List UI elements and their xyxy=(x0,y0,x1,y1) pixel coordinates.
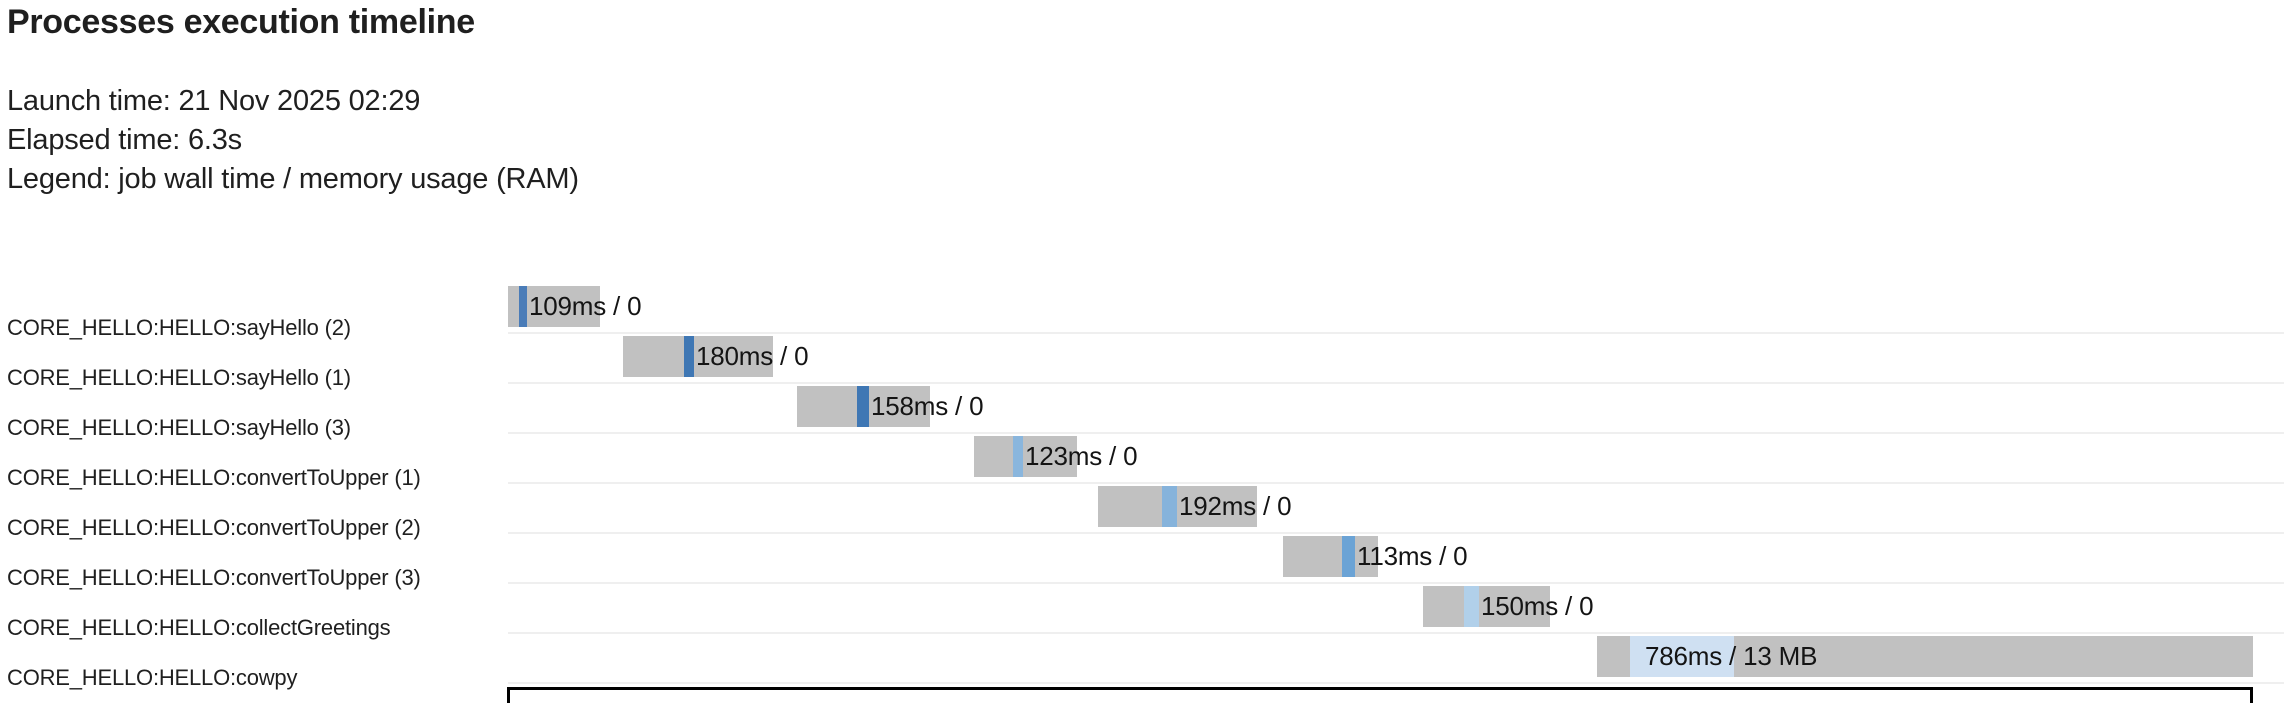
row-separator-line xyxy=(508,382,2284,384)
task-real-time-segment xyxy=(684,336,694,377)
process-row-label: CORE_HELLO:HELLO:convertToUpper (3) xyxy=(7,565,421,590)
process-row-label: CORE_HELLO:HELLO:collectGreetings xyxy=(7,615,391,640)
task-value-label: 109ms / 0 xyxy=(529,291,642,321)
process-row-label: CORE_HELLO:HELLO:convertToUpper (2) xyxy=(7,515,421,540)
task-value-label: 150ms / 0 xyxy=(1481,591,1594,621)
task-real-time-segment xyxy=(1464,586,1479,627)
task-real-time-segment xyxy=(857,386,869,427)
x-axis-left-outer-tick xyxy=(507,687,510,703)
task-value-label: 786ms / 13 MB xyxy=(1645,641,1818,671)
x-axis-right-outer-tick xyxy=(2250,687,2253,703)
process-row-label: CORE_HELLO:HELLO:sayHello (2) xyxy=(7,315,351,340)
task-value-label: 180ms / 0 xyxy=(696,341,809,371)
task-wall-time-bar xyxy=(623,336,773,377)
x-axis-domain-line xyxy=(507,687,2253,690)
task-value-label: 192ms / 0 xyxy=(1179,491,1292,521)
task-wall-time-bar xyxy=(1098,486,1257,527)
task-value-label: 158ms / 0 xyxy=(871,391,984,421)
process-row-label: CORE_HELLO:HELLO:cowpy xyxy=(7,665,298,690)
task-real-time-segment xyxy=(519,286,527,327)
process-row-label: CORE_HELLO:HELLO:convertToUpper (1) xyxy=(7,465,421,490)
task-real-time-segment xyxy=(1630,636,1734,677)
row-separator-line xyxy=(508,482,2284,484)
process-row-label: CORE_HELLO:HELLO:sayHello (3) xyxy=(7,415,351,440)
elapsed-time-text: Elapsed time: 6.3s xyxy=(7,124,242,156)
row-separator-line xyxy=(508,682,2284,684)
process-row-label: CORE_HELLO:HELLO:sayHello (1) xyxy=(7,365,351,390)
row-separator-line xyxy=(508,532,2284,534)
page-title: Processes execution timeline xyxy=(7,3,475,41)
task-wall-time-bar xyxy=(1423,586,1550,627)
legend-text: Legend: job wall time / memory usage (RA… xyxy=(7,163,579,195)
row-separator-line xyxy=(508,432,2284,434)
row-separator-line xyxy=(508,632,2284,634)
launch-time-text: Launch time: 21 Nov 2025 02:29 xyxy=(7,85,421,117)
task-wall-time-bar xyxy=(974,436,1077,477)
task-value-label: 113ms / 0 xyxy=(1357,541,1468,571)
task-real-time-segment xyxy=(1342,536,1355,577)
row-separator-line xyxy=(508,582,2284,584)
task-wall-time-bar xyxy=(1283,536,1378,577)
task-real-time-segment xyxy=(1013,436,1023,477)
report-meta: Launch time: 21 Nov 2025 02:29 Elapsed t… xyxy=(7,82,579,199)
row-separator-line xyxy=(508,332,2284,334)
task-real-time-segment xyxy=(1162,486,1177,527)
task-value-label: 123ms / 0 xyxy=(1025,441,1138,471)
